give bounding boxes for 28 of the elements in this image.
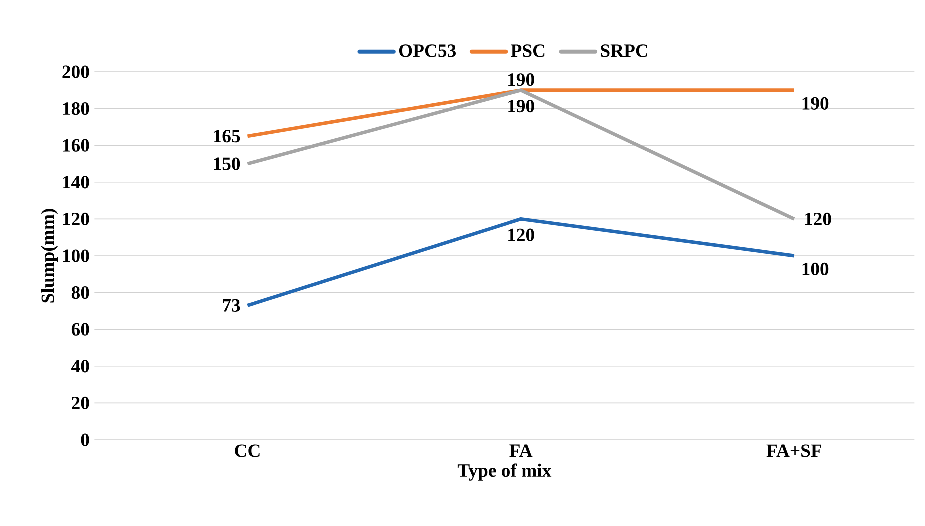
data-label: 165 [214, 130, 240, 143]
legend-label: OPC53 [399, 44, 456, 58]
y-tick-label: 100 [63, 250, 90, 262]
legend-label: SRPC [601, 44, 648, 58]
x-axis-title: Type of mix [458, 464, 552, 481]
data-label: 120 [806, 212, 832, 226]
legend-label: PSC [511, 44, 545, 58]
y-tick-label: 180 [63, 102, 90, 116]
data-label: 190 [508, 100, 534, 113]
y-tick-label: 120 [63, 212, 90, 226]
data-label: 73 [223, 299, 240, 312]
y-tick-label: 200 [62, 66, 90, 78]
y-tick-label: 60 [72, 323, 90, 336]
data-label: 190 [802, 97, 829, 110]
data-label: 190 [508, 74, 534, 86]
y-tick-label: 0 [81, 434, 90, 446]
data-label: 100 [802, 262, 829, 276]
y-tick-label: 160 [63, 139, 90, 152]
y-axis-title: Slump(mm) [41, 209, 58, 303]
data-label: 150 [214, 158, 240, 170]
x-tick-label: FA+SF [766, 444, 822, 458]
x-tick-label: FA [510, 444, 533, 458]
data-label: 120 [508, 228, 534, 242]
y-tick-label: 40 [72, 360, 90, 373]
y-tick-label: 140 [63, 176, 90, 189]
y-tick-label: 80 [72, 286, 90, 300]
y-tick-label: 20 [72, 396, 90, 410]
x-tick-label: CC [235, 444, 260, 458]
